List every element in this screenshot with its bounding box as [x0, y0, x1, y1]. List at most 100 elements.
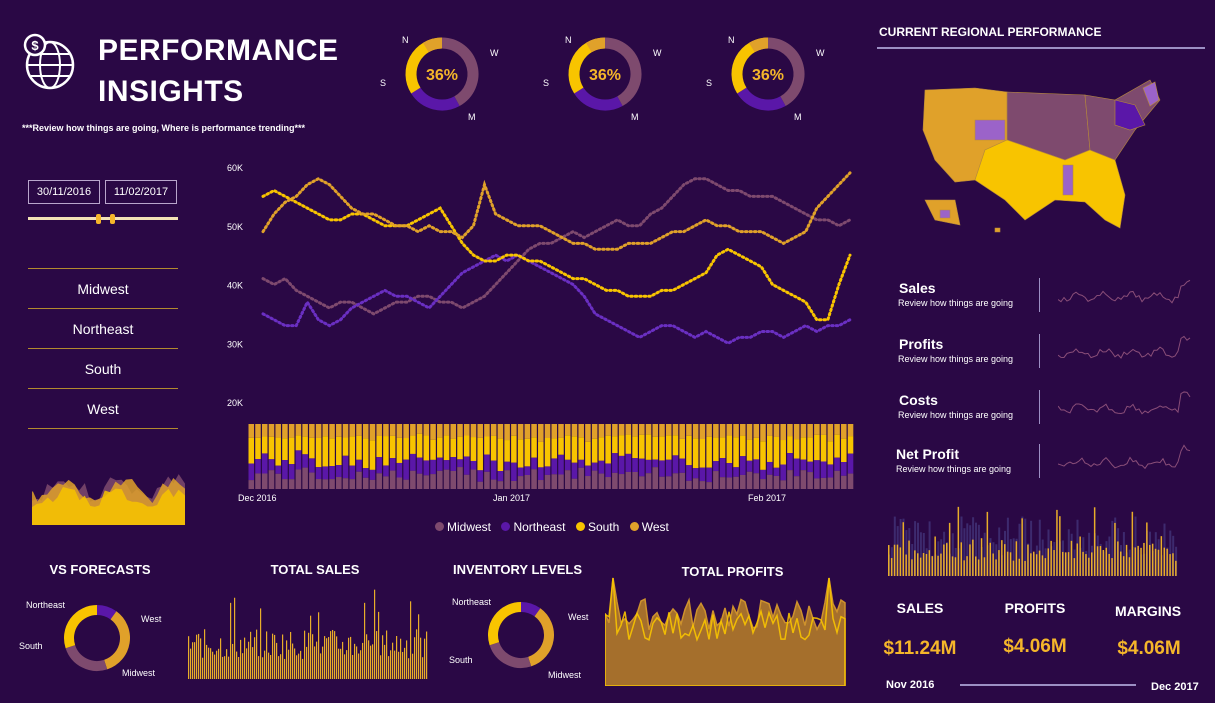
sales-bar — [300, 650, 302, 679]
donut-segment — [574, 87, 623, 111]
donut-label-m: M — [794, 112, 802, 122]
total-sales-title: TOTAL SALES — [270, 562, 360, 577]
range-slider-track[interactable] — [960, 684, 1136, 686]
stack-segment — [645, 434, 652, 460]
slider-handle-start[interactable] — [96, 214, 101, 224]
donut-slice-midwest — [65, 644, 108, 671]
donut-segment — [748, 37, 769, 53]
kpi-name: Profits — [899, 336, 944, 352]
donut-slice-south — [64, 605, 98, 649]
stack-segment — [477, 481, 483, 489]
line-series-midwest — [261, 177, 852, 316]
stack-segment — [538, 467, 544, 481]
bar — [888, 545, 890, 576]
region-item-northeast[interactable]: Northeast — [28, 308, 178, 348]
sales-bar — [318, 612, 320, 679]
stack-segment — [679, 424, 685, 439]
bar-background — [951, 533, 954, 576]
slider-handle-end[interactable] — [110, 214, 115, 224]
legend-dot-icon — [435, 522, 444, 531]
bar-background — [1030, 520, 1033, 576]
region-item-west[interactable]: West — [28, 388, 178, 429]
stack-segment — [470, 460, 477, 470]
stack-segment — [369, 469, 376, 480]
stack-segment — [443, 469, 450, 489]
stack-segment — [248, 463, 255, 481]
sales-bar — [408, 658, 410, 679]
kpi-sparkline — [1058, 335, 1191, 359]
stack-segment — [598, 424, 605, 438]
sales-bar — [270, 654, 272, 679]
stack-segment — [342, 455, 349, 479]
total-profits-title: TOTAL PROFITS — [681, 564, 784, 579]
stack-segment — [275, 437, 281, 466]
sales-bar — [334, 631, 336, 679]
stack-segment — [551, 458, 558, 475]
sales-bar — [314, 646, 316, 679]
bar — [934, 536, 936, 576]
sales-bar — [422, 657, 424, 679]
stack-segment — [719, 477, 726, 489]
stack-segment — [484, 454, 490, 472]
stack-segment — [383, 465, 389, 477]
stack-segment — [578, 459, 584, 468]
stack-segment — [834, 424, 840, 435]
stack-segment — [322, 424, 329, 437]
start-date-input[interactable]: 30/11/2016 — [28, 180, 100, 204]
stack-segment — [261, 453, 268, 474]
sales-bar — [364, 602, 366, 679]
stack-segment — [652, 467, 659, 489]
stack-segment — [564, 459, 571, 471]
sales-bar — [192, 642, 194, 679]
region-item-south[interactable]: South — [28, 348, 178, 388]
sales-bar — [240, 639, 242, 679]
bar — [972, 539, 974, 576]
stack-segment — [733, 437, 739, 468]
stack-segment — [288, 424, 295, 438]
bar — [1160, 536, 1163, 576]
stack-segment — [322, 479, 329, 489]
donut-slice-northeast — [96, 605, 117, 620]
stack-segment — [369, 440, 376, 470]
stack-segment — [295, 450, 302, 470]
stack-segment — [356, 471, 362, 489]
legend-item-midwest[interactable]: Midwest — [435, 520, 491, 534]
sales-bar — [292, 643, 294, 679]
stack-segment — [612, 453, 618, 473]
stack-segment — [504, 470, 510, 489]
stack-segment — [618, 474, 625, 489]
stack-segment — [544, 466, 551, 475]
stack-segment — [746, 424, 753, 440]
stack-segment — [719, 424, 726, 438]
sales-bar — [212, 651, 214, 679]
legend-item-northeast[interactable]: Northeast — [501, 520, 566, 534]
end-date-input[interactable]: 11/02/2017 — [105, 180, 177, 204]
donut-segment — [411, 87, 460, 111]
kpi-name: Sales — [899, 280, 936, 296]
stack-segment — [389, 424, 396, 436]
region-item-midwest[interactable]: Midwest — [28, 268, 178, 308]
forecast-label-west: West — [141, 614, 162, 624]
bar — [925, 553, 928, 576]
y-tick-label: 40K — [227, 281, 243, 291]
y-tick-label: 60K — [227, 163, 243, 173]
stack-segment — [564, 424, 571, 436]
stack-segment — [598, 473, 605, 489]
sales-bar — [392, 642, 394, 679]
stack-segment — [342, 478, 349, 489]
kpi-sparkline — [1058, 391, 1191, 415]
bar — [954, 557, 957, 576]
legend-item-west[interactable]: West — [629, 520, 669, 534]
stack-segment — [309, 458, 315, 473]
line-series-west — [261, 171, 852, 251]
date-range-slider[interactable] — [28, 214, 178, 224]
legend-dot-icon — [501, 522, 511, 531]
stack-segment — [484, 424, 490, 437]
stack-segment — [740, 424, 746, 436]
sales-bar — [290, 631, 292, 679]
bar — [917, 553, 919, 576]
stack-segment — [376, 424, 382, 436]
legend-item-south[interactable]: South — [575, 520, 619, 534]
stack-segment — [349, 424, 356, 437]
inventory-label-west: West — [568, 612, 589, 622]
